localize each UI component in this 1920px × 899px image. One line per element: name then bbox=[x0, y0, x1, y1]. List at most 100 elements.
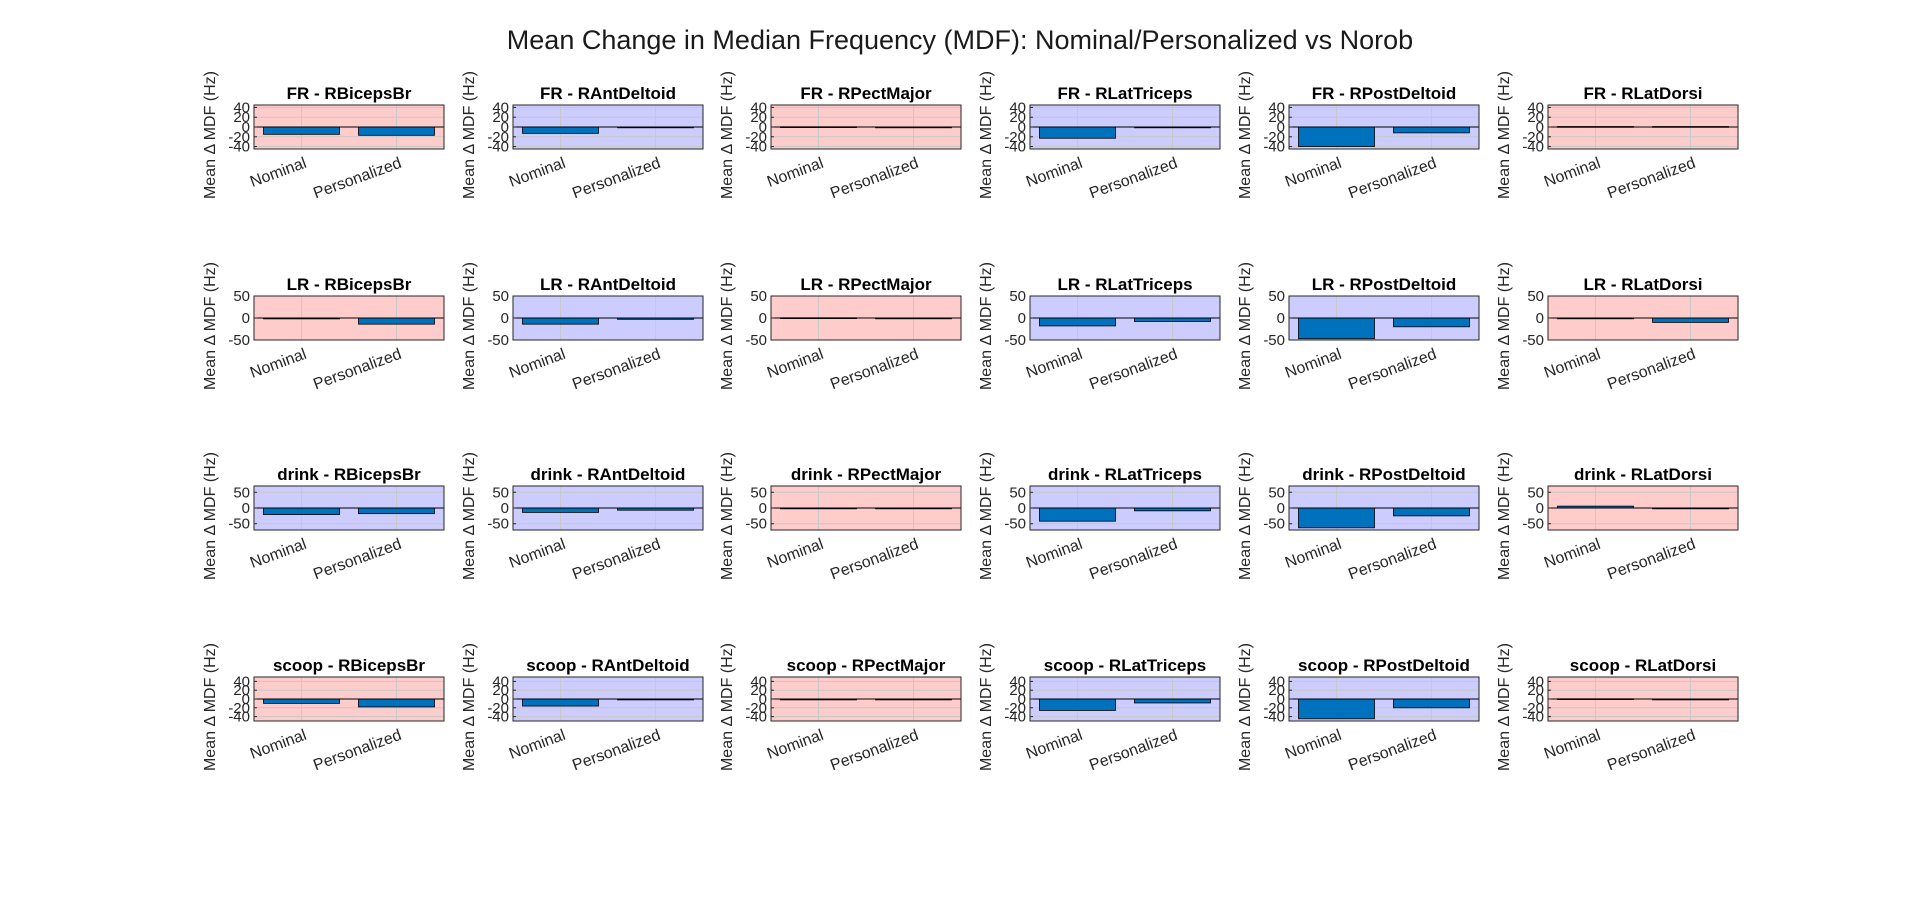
x-tick-label: Personalized bbox=[1605, 727, 1698, 775]
y-tick-label: 40 bbox=[1527, 673, 1544, 690]
y-tick-label: 0 bbox=[1277, 691, 1285, 708]
y-tick-label: 50 bbox=[750, 288, 767, 305]
y-tick-label: -40 bbox=[745, 709, 767, 726]
x-tick-label: Personalized bbox=[1087, 155, 1180, 203]
y-axis-label: Mean Δ MDF (Hz) bbox=[1496, 262, 1513, 390]
subplot-title: scoop - RBicepsBr bbox=[273, 656, 425, 675]
x-tick-label: Personalized bbox=[311, 155, 404, 203]
bar-nominal bbox=[1039, 317, 1116, 327]
subplot-title: drink - RPectMajor bbox=[791, 465, 942, 484]
subplot-title: drink - RLatDorsi bbox=[1574, 465, 1712, 484]
subplot-title: scoop - RPectMajor bbox=[787, 656, 946, 675]
y-tick-label: 20 bbox=[750, 109, 767, 126]
y-tick-label: 0 bbox=[759, 310, 767, 327]
y-axis-label: Mean Δ MDF (Hz) bbox=[978, 71, 995, 199]
y-tick-label: -20 bbox=[1522, 700, 1544, 717]
y-axis-label: Mean Δ MDF (Hz) bbox=[461, 262, 478, 390]
bar-nominal bbox=[1298, 698, 1375, 720]
y-tick-label: 50 bbox=[492, 484, 509, 501]
y-tick-label: 40 bbox=[1527, 99, 1544, 116]
y-tick-label: 20 bbox=[1268, 682, 1285, 699]
y-tick-label: 40 bbox=[492, 99, 509, 116]
y-tick-label: 50 bbox=[1527, 484, 1544, 501]
y-tick-label: 20 bbox=[750, 682, 767, 699]
y-axis-label: Mean Δ MDF (Hz) bbox=[978, 643, 995, 771]
x-tick-label: Nominal bbox=[1542, 155, 1603, 191]
x-tick-label: Personalized bbox=[570, 727, 663, 775]
y-tick-label: 40 bbox=[1009, 673, 1026, 690]
x-tick-label: Nominal bbox=[248, 155, 309, 191]
x-tick-label: Nominal bbox=[1024, 155, 1085, 191]
subplot-title: drink - RAntDeltoid bbox=[531, 465, 686, 484]
x-tick-label: Personalized bbox=[1605, 155, 1698, 203]
bar-nominal bbox=[1039, 507, 1116, 522]
subplot-title: LR - RPectMajor bbox=[800, 275, 932, 294]
y-tick-label: -50 bbox=[745, 516, 767, 533]
y-tick-label: 20 bbox=[1009, 109, 1026, 126]
y-axis-label: Mean Δ MDF (Hz) bbox=[1496, 71, 1513, 199]
subplot-title: FR - RPectMajor bbox=[800, 84, 932, 103]
y-tick-label: -50 bbox=[745, 332, 767, 349]
y-tick-label: -40 bbox=[1263, 709, 1285, 726]
subplot-title: scoop - RPostDeltoid bbox=[1298, 656, 1470, 675]
y-tick-label: 40 bbox=[233, 673, 250, 690]
y-tick-label: 0 bbox=[1277, 500, 1285, 517]
subplot-lr-rpostdeltoid: -50 0 50 Nominal Personalized LR - RPostDelto… bbox=[1237, 262, 1480, 393]
bar-personalized bbox=[1134, 698, 1211, 704]
x-tick-label: Personalized bbox=[1346, 727, 1439, 775]
y-axis-label: Mean Δ MDF (Hz) bbox=[202, 262, 219, 390]
x-tick-label: Nominal bbox=[1283, 155, 1344, 191]
x-tick-label: Personalized bbox=[1605, 346, 1698, 394]
y-tick-label: -40 bbox=[228, 709, 250, 726]
y-tick-label: 0 bbox=[242, 691, 250, 708]
x-tick-label: Nominal bbox=[507, 727, 568, 763]
y-tick-label: 20 bbox=[1009, 682, 1026, 699]
x-tick-label: Nominal bbox=[1024, 727, 1085, 763]
y-tick-label: -20 bbox=[1522, 129, 1544, 146]
y-tick-label: -50 bbox=[487, 516, 509, 533]
subplot-lr-rlatdorsi: -50 0 50 Nominal Personalized LR - RLatDorsi M… bbox=[1496, 262, 1739, 394]
y-tick-label: -20 bbox=[1004, 129, 1026, 146]
bar-personalized bbox=[1393, 317, 1470, 328]
y-tick-label: -50 bbox=[1522, 332, 1544, 349]
y-tick-label: 50 bbox=[233, 288, 250, 305]
y-axis-label: Mean Δ MDF (Hz) bbox=[202, 643, 219, 771]
x-tick-label: Personalized bbox=[570, 536, 663, 584]
y-tick-label: -20 bbox=[228, 129, 250, 146]
y-tick-label: 20 bbox=[1527, 682, 1544, 699]
y-tick-label: 40 bbox=[750, 673, 767, 690]
y-tick-label: 50 bbox=[1009, 288, 1026, 305]
bar-personalized bbox=[1393, 698, 1470, 709]
y-tick-label: 0 bbox=[501, 691, 509, 708]
y-tick-label: 0 bbox=[1536, 500, 1544, 517]
bar-nominal bbox=[522, 507, 599, 513]
y-tick-label: -40 bbox=[1004, 709, 1026, 726]
x-tick-label: Personalized bbox=[570, 155, 663, 203]
bar-nominal bbox=[522, 317, 599, 325]
y-axis-label: Mean Δ MDF (Hz) bbox=[1496, 452, 1513, 580]
y-axis-label: Mean Δ MDF (Hz) bbox=[978, 452, 995, 580]
x-tick-label: Nominal bbox=[1283, 536, 1344, 572]
subplot-title: FR - RBicepsBr bbox=[287, 84, 412, 103]
y-tick-label: -50 bbox=[487, 332, 509, 349]
y-axis-label: Mean Δ MDF (Hz) bbox=[719, 452, 736, 580]
x-tick-label: Nominal bbox=[1283, 727, 1344, 763]
x-tick-label: Nominal bbox=[507, 346, 568, 382]
subplot-title: FR - RLatDorsi bbox=[1584, 84, 1703, 103]
y-axis-label: Mean Δ MDF (Hz) bbox=[1496, 643, 1513, 771]
y-tick-label: -50 bbox=[228, 516, 250, 533]
y-tick-label: -20 bbox=[745, 129, 767, 146]
y-tick-label: 0 bbox=[242, 310, 250, 327]
y-tick-label: 0 bbox=[501, 310, 509, 327]
y-axis-label: Mean Δ MDF (Hz) bbox=[719, 71, 736, 199]
y-tick-label: -20 bbox=[228, 700, 250, 717]
x-tick-label: Nominal bbox=[765, 155, 826, 191]
